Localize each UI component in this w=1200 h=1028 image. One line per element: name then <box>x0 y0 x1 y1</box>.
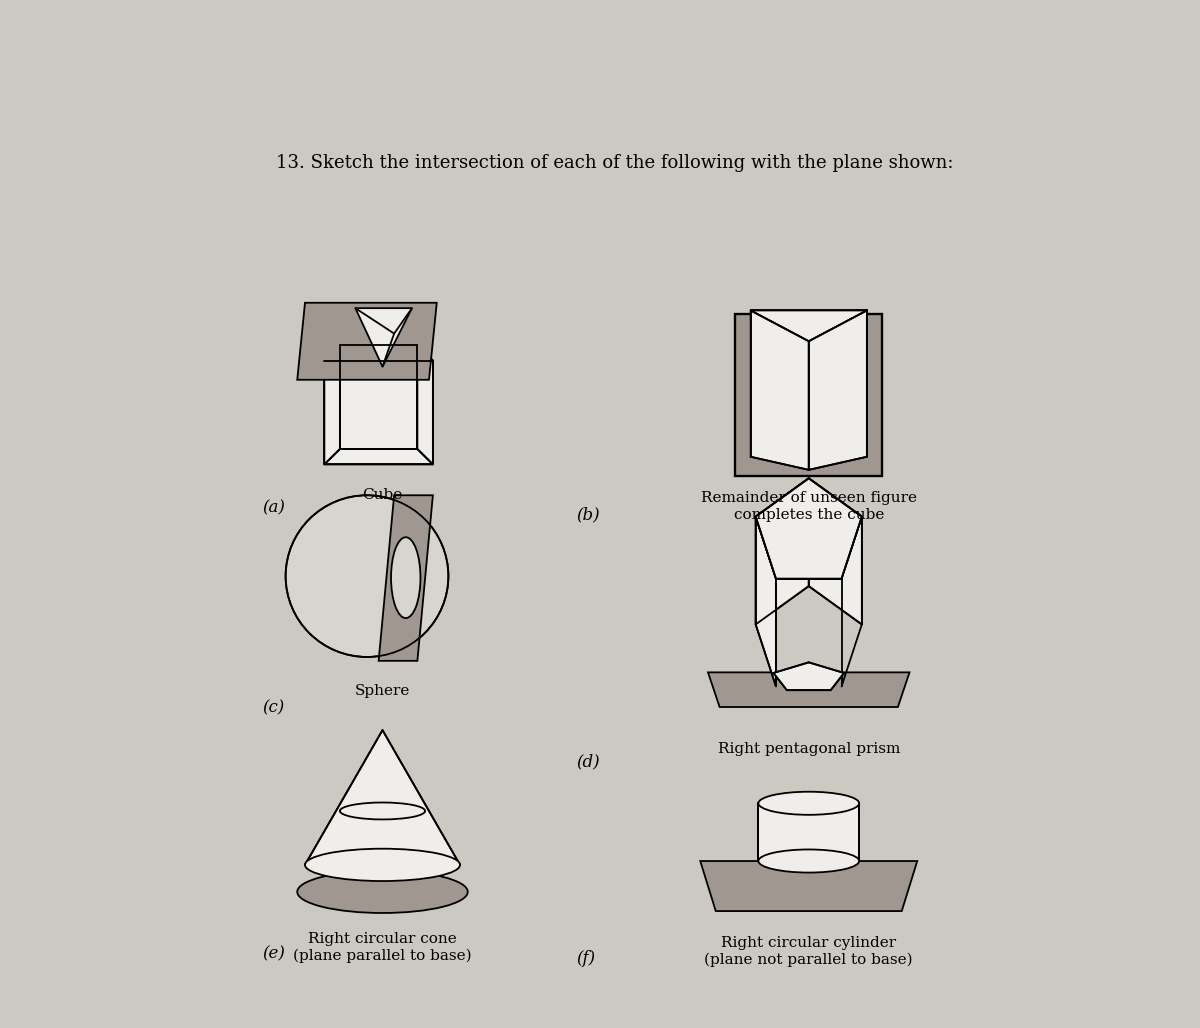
Polygon shape <box>298 303 437 379</box>
Text: (b): (b) <box>576 507 600 524</box>
Polygon shape <box>355 308 412 367</box>
Polygon shape <box>809 478 862 624</box>
Text: Right pentagonal prism: Right pentagonal prism <box>718 741 900 756</box>
Polygon shape <box>324 449 433 465</box>
Polygon shape <box>773 662 844 690</box>
Text: Remainder of unseen figure
completes the cube: Remainder of unseen figure completes the… <box>701 491 917 521</box>
Text: (f): (f) <box>576 950 595 966</box>
Polygon shape <box>756 478 809 624</box>
Ellipse shape <box>305 849 460 881</box>
Polygon shape <box>809 310 866 470</box>
Polygon shape <box>708 672 910 707</box>
Text: (c): (c) <box>263 699 284 717</box>
Text: Cube: Cube <box>362 487 403 502</box>
Polygon shape <box>379 495 433 661</box>
Text: 13. Sketch the intersection of each of the following with the plane shown:: 13. Sketch the intersection of each of t… <box>276 154 954 172</box>
Polygon shape <box>756 478 862 579</box>
Polygon shape <box>701 861 917 911</box>
Polygon shape <box>418 345 433 465</box>
Ellipse shape <box>391 538 420 618</box>
Ellipse shape <box>298 871 468 913</box>
Text: Right circular cylinder
(plane not parallel to base): Right circular cylinder (plane not paral… <box>704 937 913 967</box>
Polygon shape <box>736 315 882 476</box>
Polygon shape <box>340 345 418 449</box>
Circle shape <box>286 495 449 657</box>
Polygon shape <box>758 803 859 861</box>
Polygon shape <box>751 310 809 470</box>
Polygon shape <box>324 345 340 465</box>
Text: (d): (d) <box>576 754 600 770</box>
Polygon shape <box>751 310 866 341</box>
Text: (e): (e) <box>263 946 286 962</box>
Text: (a): (a) <box>263 500 286 516</box>
Text: Right circular cone
(plane parallel to base): Right circular cone (plane parallel to b… <box>293 931 472 962</box>
Text: Sphere: Sphere <box>355 684 410 698</box>
Ellipse shape <box>758 849 859 873</box>
Ellipse shape <box>758 792 859 815</box>
Polygon shape <box>756 517 776 687</box>
Polygon shape <box>756 478 862 579</box>
Polygon shape <box>305 730 460 865</box>
